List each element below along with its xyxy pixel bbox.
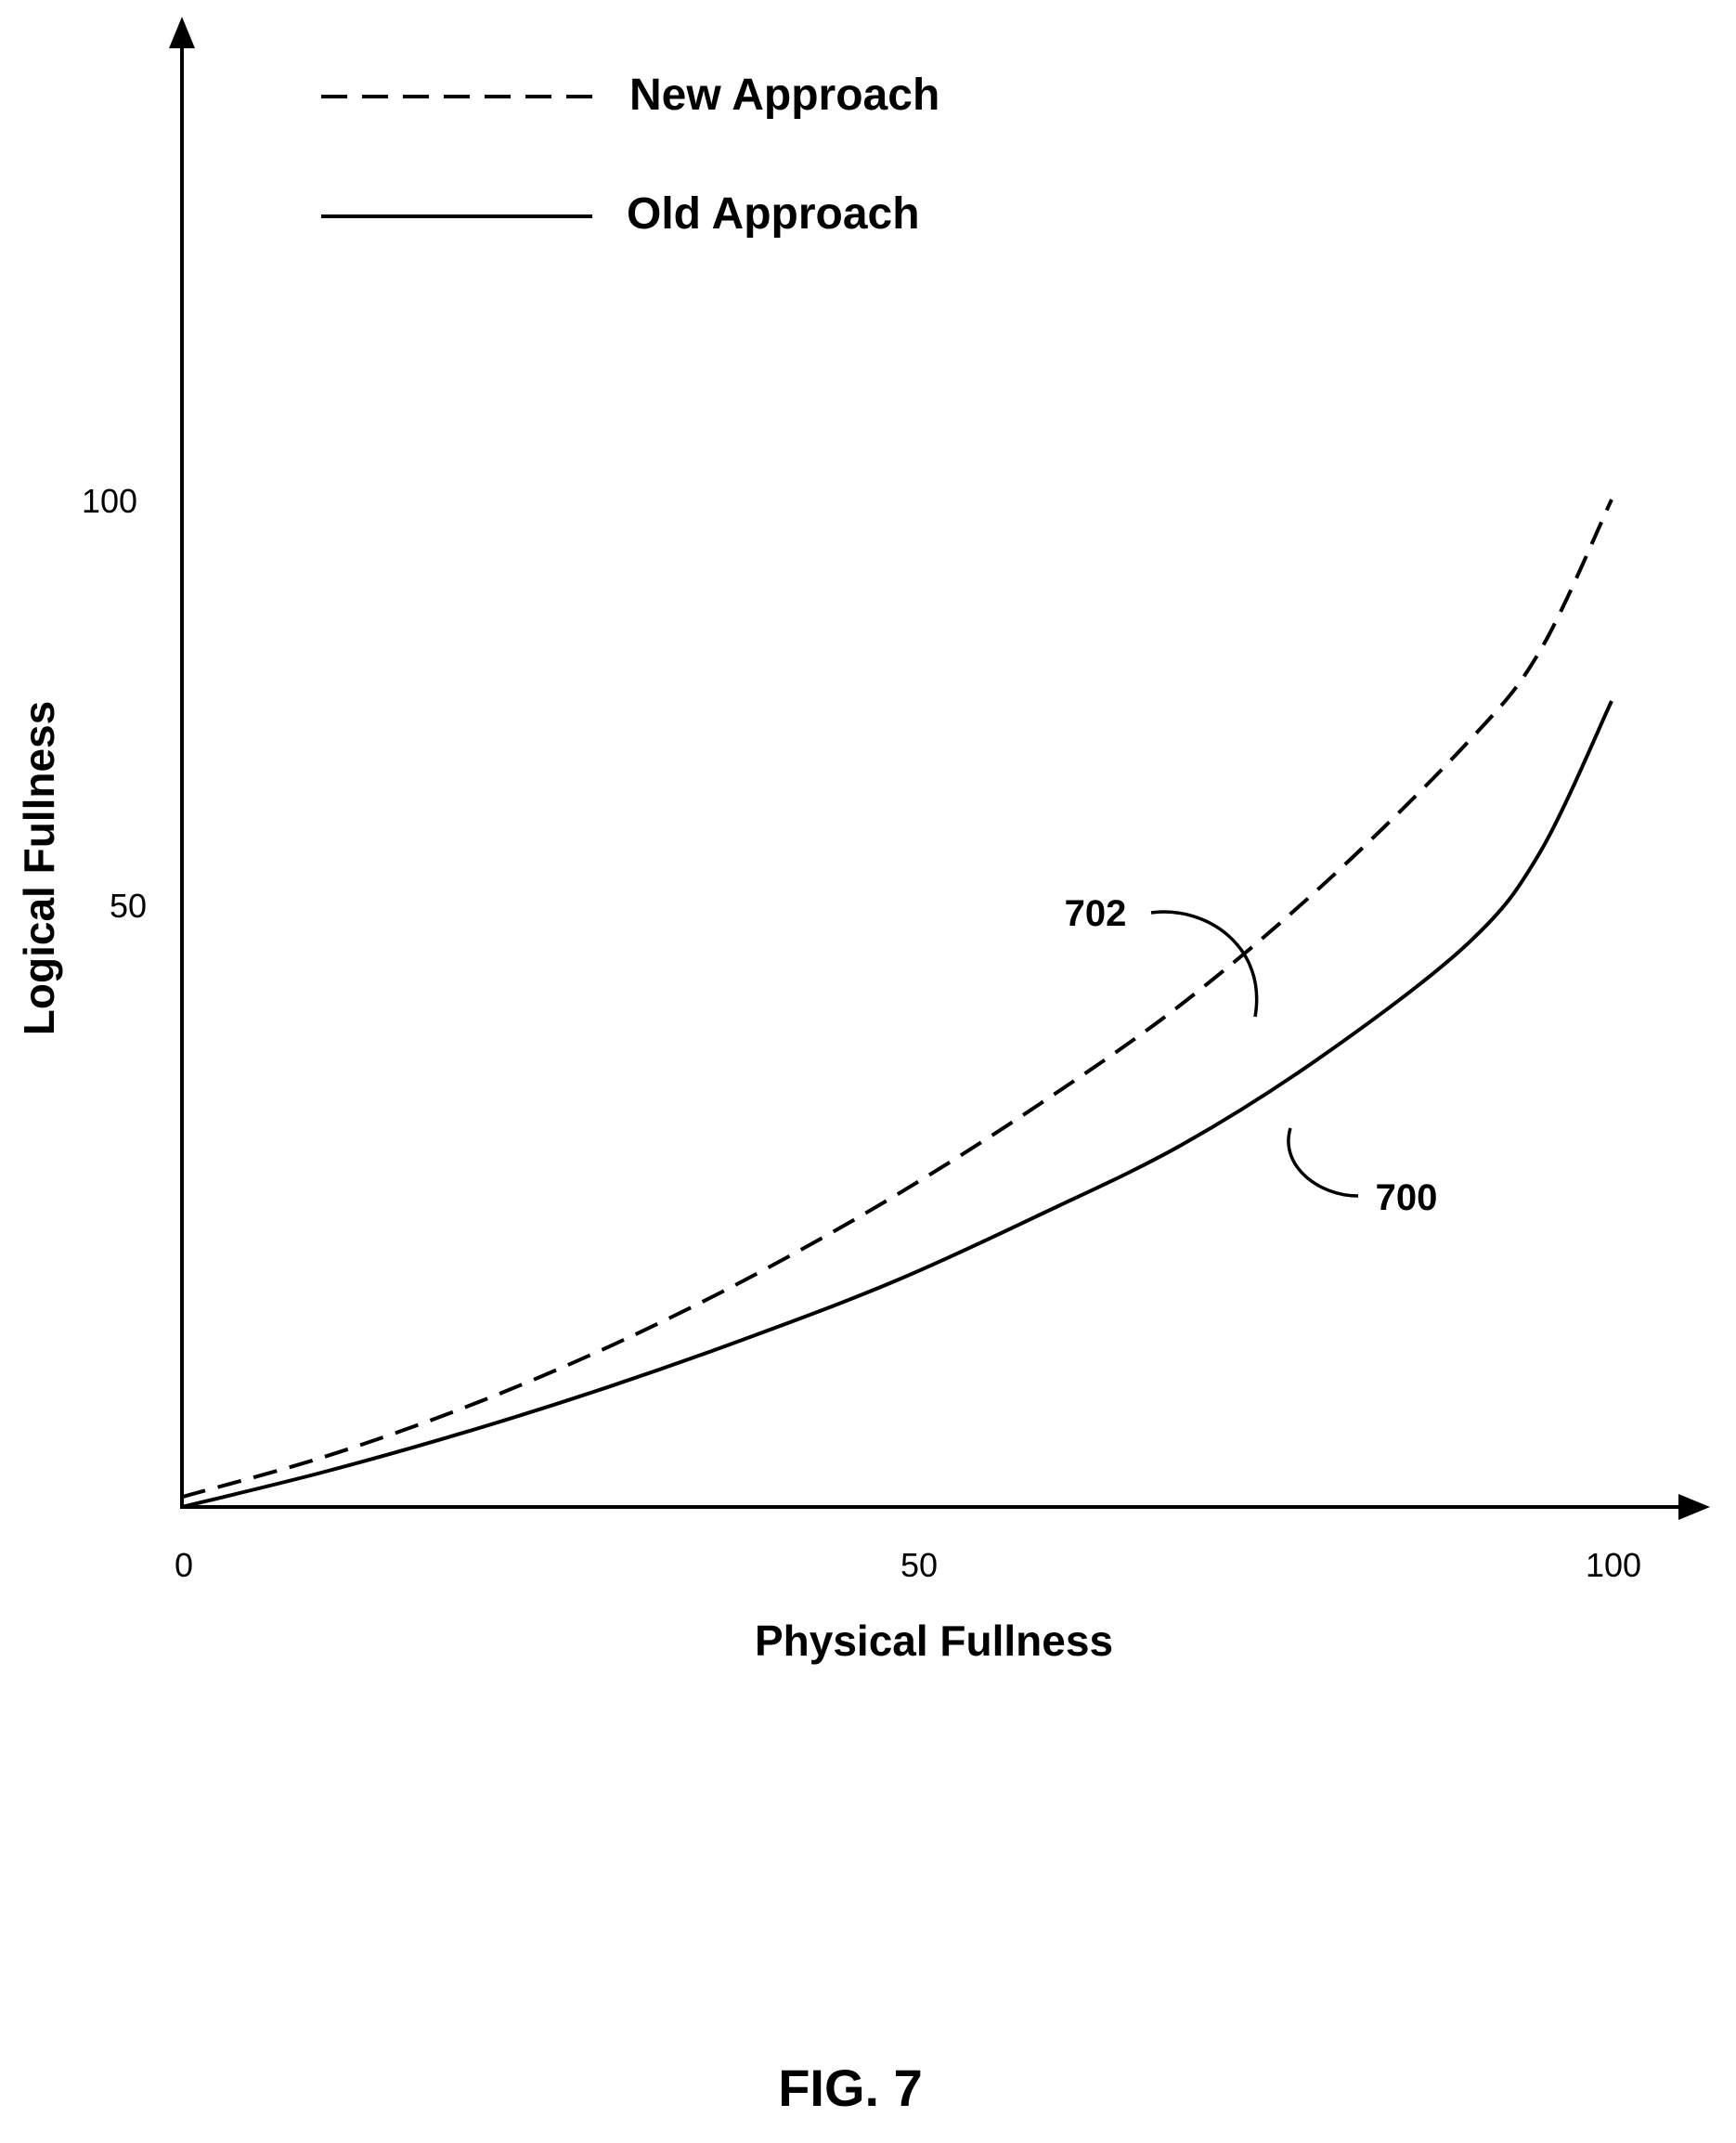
series-line-old-approach: [181, 700, 1613, 1509]
x-axis-arrow: [1678, 1494, 1710, 1520]
x-tick-label-0: 0: [175, 1546, 193, 1584]
callout-leader-702: [1150, 910, 1259, 1018]
series-line-new-approach: [181, 499, 1613, 1500]
figure-label: FIG. 7: [778, 2059, 923, 2117]
legend-label-old-approach: Old Approach: [627, 189, 920, 239]
x-tick-label-100: 100: [1586, 1546, 1641, 1584]
y-axis-arrow: [169, 17, 195, 48]
legend-label-new-approach: New Approach: [629, 71, 939, 120]
plot-area: [181, 499, 1613, 1509]
callout-label-700: 700: [1376, 1177, 1438, 1218]
x-tick-labels: 0 50 100: [175, 1546, 1641, 1584]
callout-leader-700: [1287, 1127, 1359, 1198]
x-tick-label-50: 50: [900, 1546, 938, 1584]
axes: [169, 17, 1710, 1520]
callout-702: 702: [1065, 893, 1259, 1018]
callout-label-702: 702: [1065, 893, 1127, 934]
callout-700: 700: [1287, 1127, 1438, 1218]
x-axis-title: Physical Fullness: [755, 1617, 1113, 1665]
y-tick-label-50: 50: [110, 887, 147, 925]
y-axis-title: Logical Fullness: [15, 701, 63, 1035]
y-tick-label-100: 100: [82, 482, 137, 520]
legend: New Approach Old Approach: [321, 71, 939, 239]
y-tick-labels: 50 100: [82, 482, 147, 925]
